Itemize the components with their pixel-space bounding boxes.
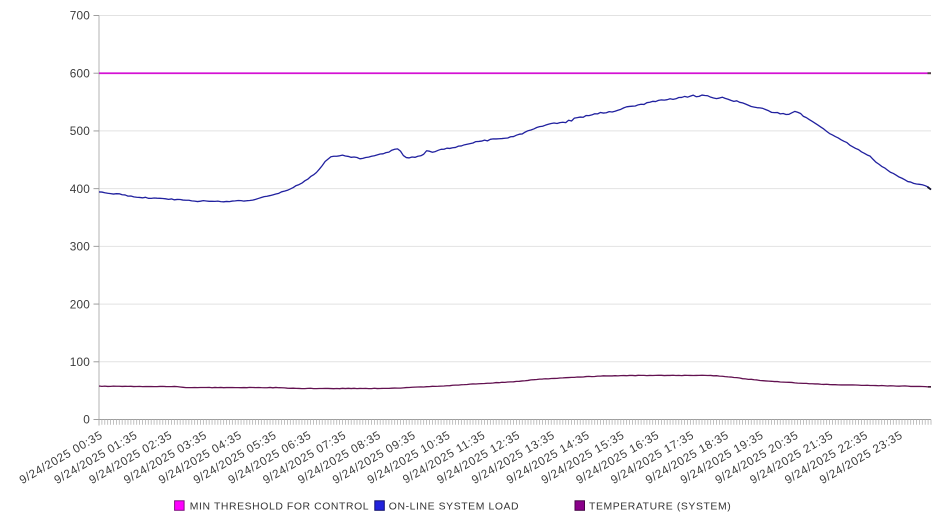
svg-text:600: 600 xyxy=(70,66,91,80)
svg-text:100: 100 xyxy=(70,355,91,369)
svg-text:300: 300 xyxy=(70,240,91,254)
svg-text:MIN THRESHOLD FOR CONTROL: MIN THRESHOLD FOR CONTROL xyxy=(190,501,369,512)
svg-text:0: 0 xyxy=(83,413,90,427)
svg-text:200: 200 xyxy=(70,297,91,311)
svg-text:400: 400 xyxy=(70,182,91,196)
svg-text:TEMPERATURE (SYSTEM): TEMPERATURE (SYSTEM) xyxy=(589,501,731,512)
svg-text:700: 700 xyxy=(70,9,91,23)
svg-text:500: 500 xyxy=(70,124,91,138)
svg-text:ON-LINE SYSTEM LOAD: ON-LINE SYSTEM LOAD xyxy=(389,501,519,512)
